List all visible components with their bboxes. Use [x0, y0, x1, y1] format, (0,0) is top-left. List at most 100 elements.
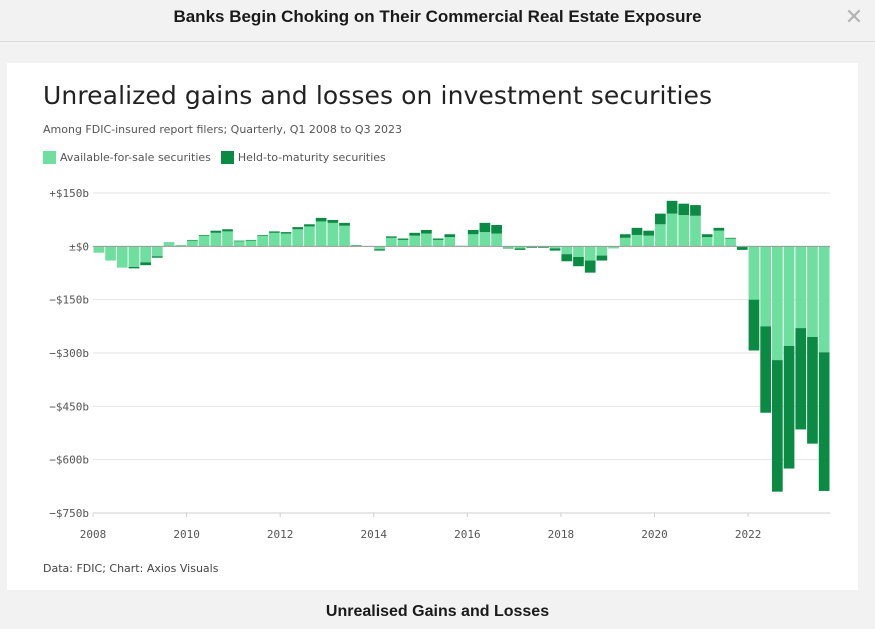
bar-htm — [619, 234, 631, 238]
bar-htm — [795, 328, 807, 430]
bar-afs — [421, 233, 432, 247]
x-tick-label: 2016 — [454, 528, 481, 541]
bar-afs — [163, 242, 175, 247]
bar-afs — [93, 246, 105, 253]
bar-htm — [385, 236, 397, 238]
bar-htm — [736, 247, 748, 250]
bar-htm — [561, 254, 573, 262]
bar-htm — [631, 227, 643, 235]
legend-swatch-htm — [220, 151, 234, 164]
bar-htm — [245, 239, 257, 241]
bar-htm — [678, 203, 690, 216]
legend-label-afs: Available-for-sale securities — [60, 151, 211, 164]
bar-afs — [502, 246, 514, 248]
bar-afs — [198, 235, 210, 247]
bar-htm — [257, 234, 268, 236]
x-tick-label: 2020 — [641, 528, 668, 541]
chart-source: Data: FDIC; Chart: Axios Visuals — [43, 562, 219, 575]
bar-afs — [222, 231, 233, 247]
bar-htm — [713, 227, 725, 231]
bar-htm — [538, 247, 549, 248]
bar-afs — [561, 246, 573, 255]
bar-afs — [584, 246, 596, 261]
bar-afs — [128, 246, 140, 267]
bar-afs — [818, 246, 830, 353]
bar-afs — [690, 215, 701, 247]
bar-afs — [292, 229, 304, 247]
bar-afs — [619, 237, 631, 247]
chart-plot: +$150b ±$0 −$150b −$300b −$450b −$600b −$750b 2… — [49, 187, 830, 541]
bar-afs — [304, 226, 315, 247]
bar-afs — [374, 246, 385, 250]
bar-htm — [304, 224, 315, 227]
bar-htm — [596, 255, 608, 261]
bar-afs — [385, 237, 397, 247]
bar-htm — [655, 213, 666, 225]
legend-swatch-afs — [43, 151, 56, 164]
bar-afs — [596, 246, 608, 256]
bar-htm — [315, 217, 327, 222]
bar-afs — [666, 213, 678, 247]
y-tick-label: −$150b — [49, 294, 89, 307]
bar-htm — [222, 229, 233, 232]
chart-card: Unrealized gains and losses on investmen… — [7, 63, 858, 590]
bar-htm — [783, 345, 795, 469]
bar-htm — [748, 299, 760, 351]
bar-afs — [315, 221, 327, 247]
y-tick-label: −$450b — [49, 400, 89, 413]
chart-legend: Available-for-sale securities Held-to-ma… — [43, 151, 386, 164]
bar-afs — [268, 232, 280, 247]
x-tick-label: 2010 — [173, 528, 200, 541]
bar-htm — [292, 227, 304, 230]
bar-afs — [479, 232, 491, 247]
bar-afs — [151, 246, 163, 257]
bar-afs — [467, 234, 479, 247]
bar-htm — [327, 220, 339, 223]
x-tick-label: 2022 — [735, 528, 762, 541]
bar-afs — [210, 232, 222, 247]
bar-afs — [713, 230, 725, 247]
bar-afs — [444, 237, 456, 247]
window-title: Banks Begin Choking on Their Commercial … — [173, 7, 702, 26]
window-header: Banks Begin Choking on Their Commercial … — [0, 0, 875, 42]
bar-htm — [514, 248, 526, 250]
bar-afs — [783, 246, 795, 346]
bar-afs — [187, 240, 198, 247]
x-tick-label: 2008 — [80, 528, 107, 541]
bar-htm — [198, 234, 210, 236]
y-tick-label: −$600b — [49, 454, 89, 467]
bar-htm — [187, 239, 198, 241]
bar-afs — [655, 224, 666, 247]
bar-htm — [374, 249, 385, 251]
bar-afs — [280, 233, 292, 247]
x-tick-label: 2018 — [548, 528, 575, 541]
bar-afs — [549, 246, 561, 249]
bar-htm — [807, 337, 818, 444]
bar-afs — [116, 246, 128, 268]
bar-htm — [397, 238, 409, 240]
bar-htm — [818, 352, 830, 491]
bar-afs — [140, 246, 151, 263]
bar-htm — [479, 222, 491, 233]
bar-htm — [350, 245, 362, 246]
bar-afs — [432, 239, 444, 247]
bar-afs — [807, 246, 818, 337]
x-tick-label: 2014 — [361, 528, 388, 541]
bar-afs — [491, 233, 502, 247]
bar-afs — [175, 244, 187, 247]
close-icon[interactable]: ✕ — [844, 4, 864, 29]
bar-afs — [772, 246, 783, 361]
bar-afs — [397, 239, 409, 247]
bar-afs — [631, 234, 643, 247]
bar-htm — [549, 248, 561, 251]
bar-htm — [210, 230, 222, 233]
chart-subtitle: Among FDIC-insured report filers; Quarte… — [43, 123, 403, 136]
bar-htm — [725, 237, 736, 239]
legend-item-afs: Available-for-sale securities — [43, 151, 211, 164]
bar-htm — [666, 200, 678, 214]
bar-afs — [701, 237, 713, 247]
bar-htm — [421, 229, 432, 234]
bar-htm — [280, 232, 292, 234]
y-tick-label: ±$0 — [69, 240, 89, 253]
bar-afs — [725, 238, 736, 247]
